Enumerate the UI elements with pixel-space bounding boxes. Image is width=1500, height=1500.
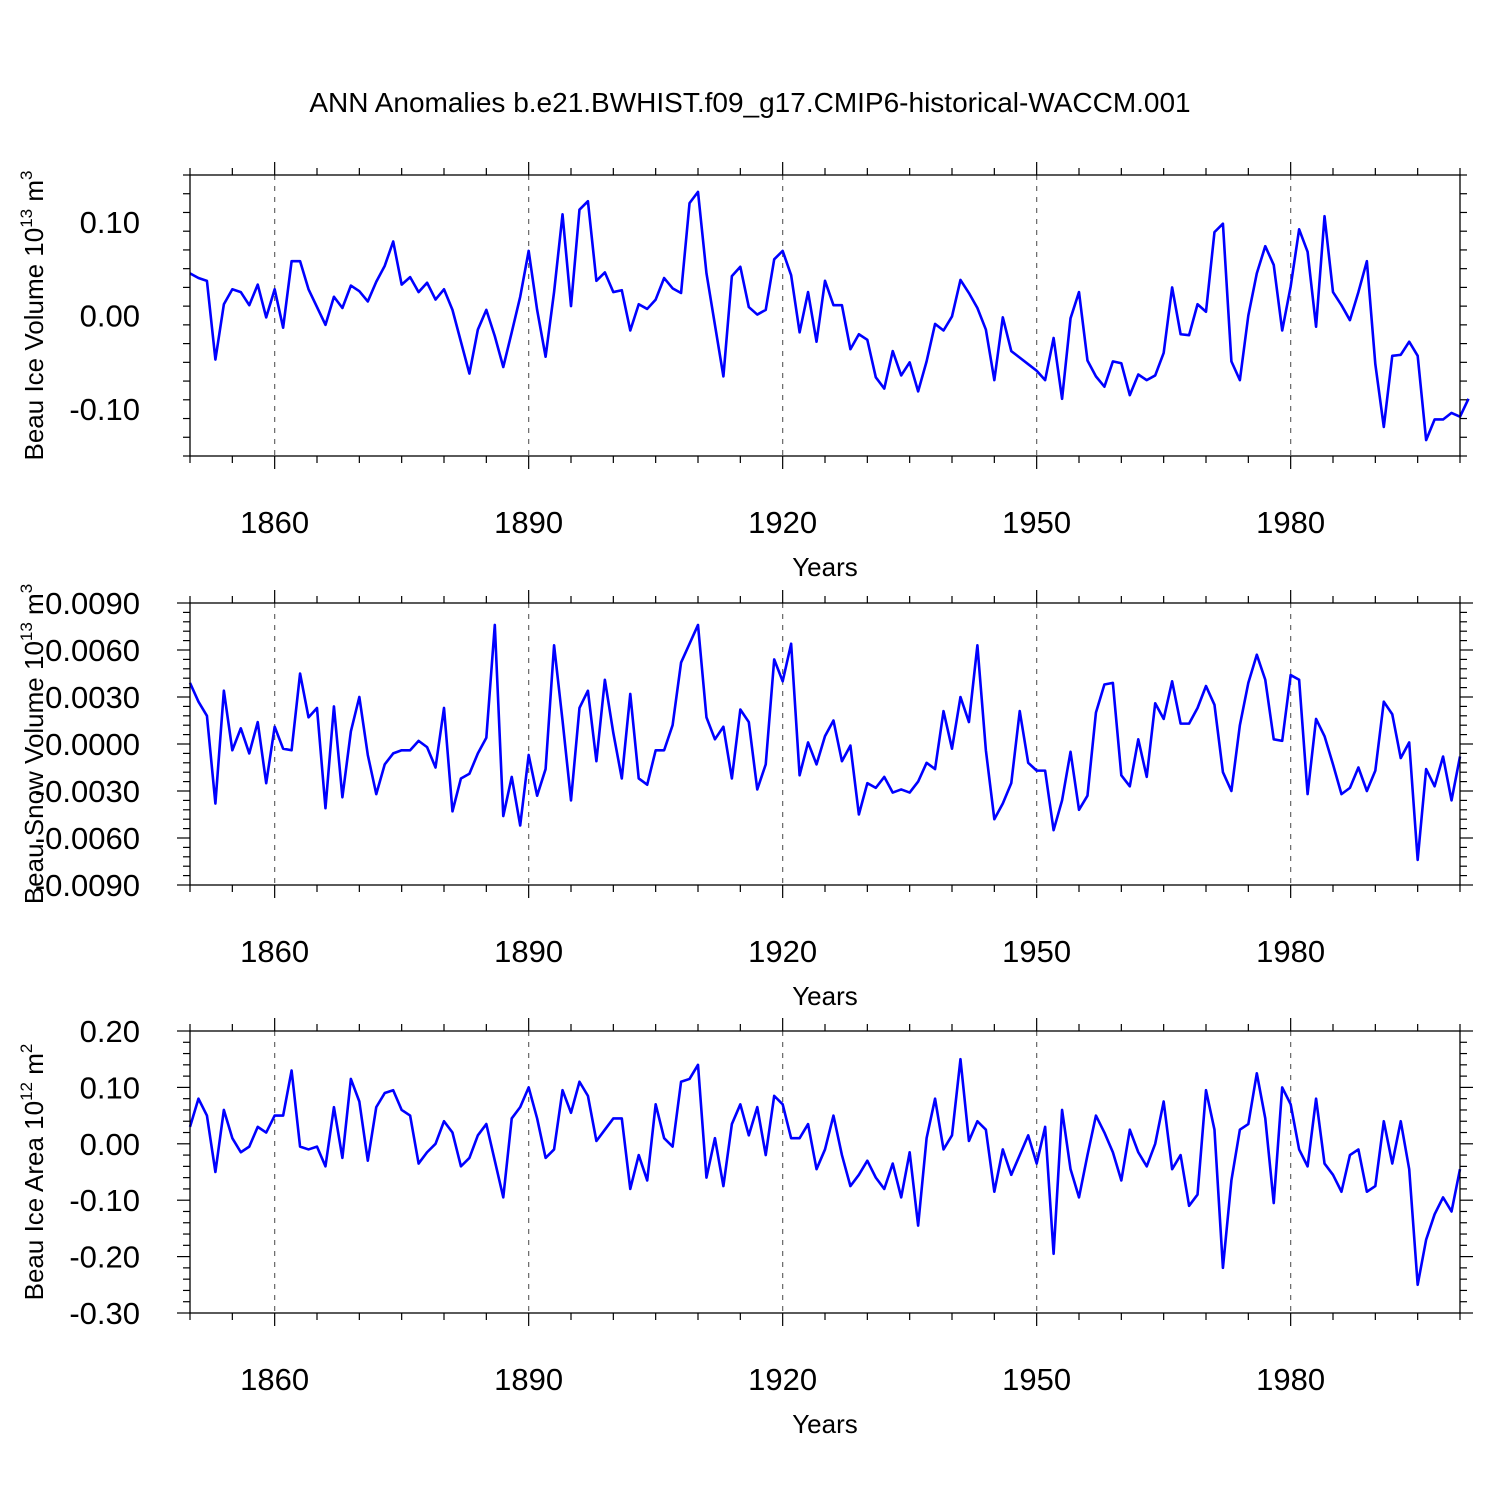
x-axis-label: Years [792, 981, 858, 1011]
y-tick-label: 0.20 [80, 1014, 140, 1049]
y-axis-label-unit-exponent: 2 [17, 1044, 36, 1053]
y-tick-label: 0.0000 [45, 727, 140, 762]
panel-beau-ice-volume: -0.10 0.00 0.10 1860 1890 1920 1950 1980 Years Be… [17, 162, 1470, 582]
y-axis-label-unit: m [19, 180, 49, 209]
x-tick-label: 1890 [494, 934, 563, 969]
x-tick-label: 1980 [1256, 1362, 1325, 1397]
x-tick-label: 1920 [748, 505, 817, 540]
plot-frame [189, 174, 1461, 457]
series-line [188, 623, 1462, 862]
y-tick-label: -0.0060 [35, 821, 140, 856]
y-axis-label: Beau Ice Area 1012 m2 [17, 1044, 49, 1301]
x-tick-label: 1980 [1256, 505, 1325, 540]
x-tick-label: 1920 [748, 934, 817, 969]
x-tick-label: 1860 [240, 505, 309, 540]
x-tick-label: 1890 [494, 505, 563, 540]
x-tick-label: 1920 [748, 1362, 817, 1397]
y-tick-label: 0.0030 [45, 680, 140, 715]
x-tick-label: 1860 [240, 934, 309, 969]
series-line [189, 190, 1470, 442]
y-axis-label-unit: m [19, 593, 49, 622]
x-axis-label: Years [792, 552, 858, 582]
y-tick-label: -0.10 [69, 1183, 140, 1218]
y-axis-label-unit-exponent: 3 [17, 584, 36, 593]
y-tick-label: -0.0030 [35, 774, 140, 809]
y-axis-label-exponent: 13 [17, 622, 36, 641]
y-tick-label: 0.0090 [45, 586, 140, 621]
x-tick-label: 1980 [1256, 934, 1325, 969]
panel-beau-ice-area: -0.30 -0.20 -0.10 0.00 0.10 0.20 1860 1890 1920 1… [17, 1014, 1473, 1439]
x-tick-label: 1950 [1002, 934, 1071, 969]
x-tick-label: 1950 [1002, 1362, 1071, 1397]
figure-title: ANN Anomalies b.e21.BWHIST.f09_g17.CMIP6… [309, 87, 1190, 118]
y-axis-label-main: Beau Ice Volume 10 [19, 228, 49, 461]
y-axis-label-exponent: 13 [17, 209, 36, 228]
y-axis-label: Beau Snow Volume 1013 m3 [17, 584, 49, 904]
x-tick-label: 1950 [1002, 505, 1071, 540]
x-tick-label: 1890 [494, 1362, 563, 1397]
panel-beau-snow-volume: -0.0090 -0.0060 -0.0030 0.0000 0.0030 0.0060 0… [17, 584, 1473, 1011]
y-axis-label-exponent: 12 [17, 1082, 36, 1101]
y-axis-label: Beau Ice Volume 1013 m3 [17, 171, 49, 461]
y-tick-label: 0.00 [80, 299, 140, 334]
y-tick-label: 0.10 [80, 205, 140, 240]
x-axis-label: Years [792, 1409, 858, 1439]
y-axis-label-unit-exponent: 3 [17, 171, 36, 180]
y-tick-label: -0.0090 [35, 868, 140, 903]
y-tick-label: 0.10 [80, 1070, 140, 1105]
y-tick-label: 0.0060 [45, 633, 140, 668]
y-tick-label: -0.30 [69, 1296, 140, 1331]
y-axis-label-main: Beau Ice Area 10 [19, 1101, 49, 1300]
series-line [188, 1057, 1462, 1287]
y-tick-label: -0.10 [69, 392, 140, 427]
y-axis-label-main: Beau Snow Volume 10 [19, 641, 49, 904]
y-axis-label-unit: m [19, 1053, 49, 1082]
plot-frame [189, 602, 1461, 886]
x-tick-label: 1860 [240, 1362, 309, 1397]
y-tick-label: -0.20 [69, 1240, 140, 1275]
y-tick-label: 0.00 [80, 1127, 140, 1162]
